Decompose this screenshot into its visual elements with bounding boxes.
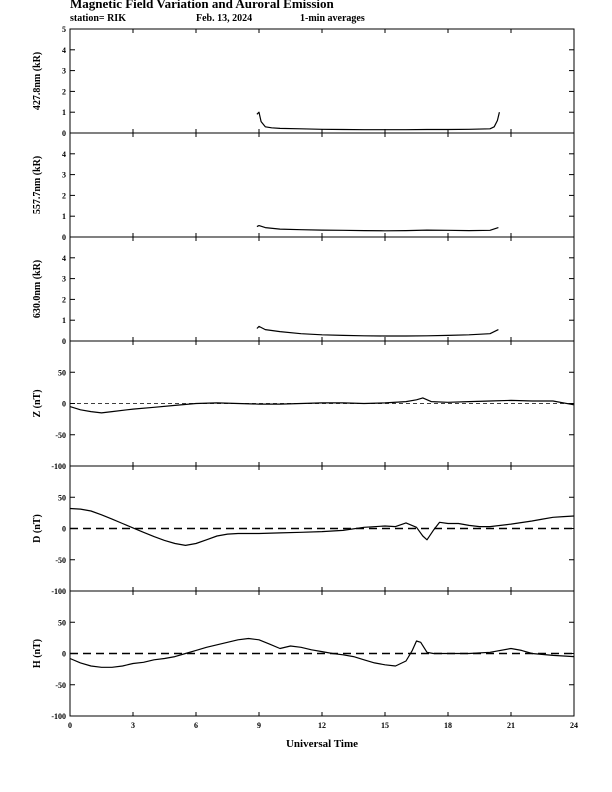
y-tick-label-4-1: 0 (62, 525, 66, 534)
y-axis-label-3: Z (nT) (32, 389, 43, 417)
y-tick-label-3-0: 50 (58, 368, 66, 377)
y-tick-label-0-4: 4 (62, 46, 66, 55)
y-tick-label-0-3: 3 (62, 67, 66, 76)
x-tick-label-8: 24 (570, 721, 578, 730)
y-tick-label-5-2: -50 (55, 681, 66, 690)
x-tick-label-0: 0 (68, 721, 72, 730)
averaging-label: 1-min averages (300, 13, 365, 24)
x-tick-label-7: 21 (507, 721, 515, 730)
data-line-1-0 (256, 225, 499, 232)
y-tick-label-0-5: 5 (62, 25, 66, 34)
y-tick-label-3-2: -50 (55, 431, 66, 440)
figure-title: Magnetic Field Variation and Auroral Emi… (70, 0, 334, 11)
x-tick-label-5: 15 (381, 721, 389, 730)
y-tick-label-2-4: 4 (62, 254, 66, 263)
y-axis-label-2: 630.0nm (kR) (32, 260, 43, 318)
data-line-3-0 (69, 397, 575, 414)
y-tick-label-3-1: 0 (62, 400, 66, 409)
y-tick-label-2-3: 3 (62, 275, 66, 284)
y-axis-label-5: H (nT) (32, 639, 43, 668)
x-tick-label-1: 3 (131, 721, 135, 730)
y-tick-label-5-3: -100 (51, 712, 66, 721)
y-axis-label-4: D (nT) (32, 514, 43, 543)
station-label: station= RIK (70, 13, 126, 24)
y-tick-label-5-1: 0 (62, 650, 66, 659)
data-line-5-0 (69, 637, 575, 668)
y-tick-label-0-0: 0 (62, 129, 66, 138)
y-tick-label-2-1: 1 (62, 316, 66, 325)
y-tick-label-1-4: 4 (62, 150, 66, 159)
y-tick-label-3-3: -100 (51, 462, 66, 471)
y-axis-label-0: 427.8nm (kR) (32, 52, 43, 110)
x-tick-label-3: 9 (257, 721, 261, 730)
x-tick-label-2: 6 (194, 721, 198, 730)
data-line-2-0 (256, 325, 499, 337)
y-tick-label-0-2: 2 (62, 87, 66, 96)
y-tick-label-1-2: 2 (62, 191, 66, 200)
data-line-4-0 (69, 507, 575, 547)
y-tick-label-4-3: -100 (51, 587, 66, 596)
y-tick-label-0-1: 1 (62, 108, 66, 117)
y-tick-label-4-2: -50 (55, 556, 66, 565)
x-tick-label-4: 12 (318, 721, 326, 730)
date-label: Feb. 13, 2024 (196, 13, 253, 24)
data-line-0-0 (256, 111, 500, 131)
x-axis-label: Universal Time (286, 738, 358, 750)
plot-frame-2 (69, 236, 575, 342)
x-tick-label-6: 18 (444, 721, 452, 730)
y-tick-label-1-0: 0 (62, 233, 66, 242)
y-tick-label-1-3: 3 (62, 171, 66, 180)
y-tick-label-5-0: 50 (58, 618, 66, 627)
y-tick-label-2-0: 0 (62, 337, 66, 346)
y-tick-label-4-0: 50 (58, 493, 66, 502)
y-axis-label-1: 557.7nm (kR) (32, 156, 43, 214)
plot-frame-1 (69, 132, 575, 238)
y-tick-label-1-1: 1 (62, 212, 66, 221)
y-tick-label-2-2: 2 (62, 295, 66, 304)
